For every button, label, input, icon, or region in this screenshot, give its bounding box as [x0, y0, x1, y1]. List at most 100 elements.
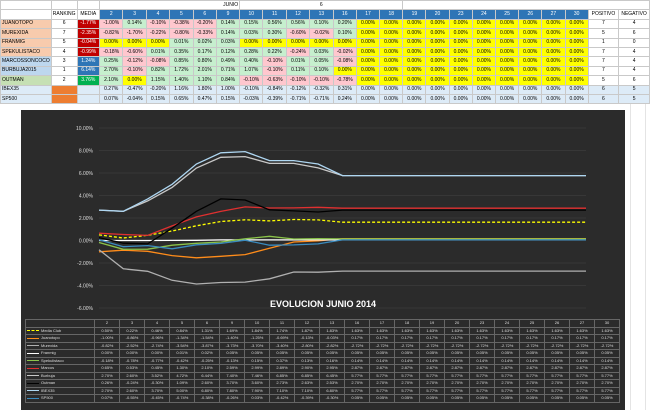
daily-return-cell[interactable]: 0.35% — [169, 46, 194, 58]
daily-return-cell[interactable]: 0.00% — [355, 56, 381, 67]
daily-return-cell[interactable]: -0.02% — [309, 28, 334, 39]
daily-return-cell[interactable]: -1.00% — [99, 18, 124, 30]
daily-return-cell[interactable]: 0.00% — [564, 37, 589, 48]
daily-return-cell[interactable]: 0.00% — [471, 56, 497, 67]
media-value[interactable]: -2.35% — [76, 28, 101, 39]
daily-return-cell[interactable]: 0.00% — [494, 18, 520, 30]
day-header[interactable]: 24 — [471, 9, 497, 20]
daily-return-cell[interactable]: 0.85% — [169, 56, 194, 67]
daily-return-cell[interactable]: 0.49% — [215, 56, 241, 67]
daily-return-cell[interactable]: 0.00% — [564, 75, 589, 86]
daily-return-cell[interactable]: 0.00% — [99, 37, 124, 48]
index-return-cell[interactable]: 0.47% — [192, 93, 217, 105]
daily-return-cell[interactable]: -0.80% — [169, 28, 194, 39]
rank-value[interactable]: 7 — [50, 28, 78, 39]
month-number[interactable]: 6 — [239, 0, 404, 11]
daily-return-cell[interactable]: 0.00% — [471, 65, 497, 77]
index-return-cell[interactable]: 0.15% — [215, 93, 241, 105]
rank-value[interactable]: 6 — [50, 18, 78, 30]
daily-return-cell[interactable]: 0.00% — [355, 46, 381, 58]
day-header[interactable]: 23 — [448, 9, 473, 20]
media-value[interactable]: -1.77% — [76, 18, 101, 30]
daily-return-cell[interactable]: 0.01% — [285, 56, 311, 67]
index-return-cell[interactable]: 0.07% — [99, 93, 124, 105]
daily-return-cell[interactable]: -0.10% — [239, 75, 264, 86]
day-header[interactable]: 16 — [332, 9, 357, 20]
day-header[interactable]: 17 — [355, 9, 381, 20]
daily-return-cell[interactable]: -0.10% — [122, 65, 147, 77]
daily-return-cell[interactable]: 0.00% — [355, 65, 381, 77]
daily-return-cell[interactable]: 0.00% — [379, 18, 404, 30]
index-return-cell[interactable]: 0.15% — [145, 93, 171, 105]
negative-count[interactable]: 5 — [618, 93, 650, 105]
negative-count[interactable]: 4 — [618, 56, 650, 67]
media-value[interactable]: -0.99% — [76, 46, 101, 58]
daily-return-cell[interactable]: 0.22% — [262, 46, 287, 58]
daily-return-cell[interactable]: 0.00% — [239, 37, 264, 48]
participant-name[interactable]: BURBUJA2015 — [0, 65, 52, 77]
daily-return-cell[interactable]: 0.05% — [309, 56, 334, 67]
daily-return-cell[interactable]: 0.02% — [192, 37, 217, 48]
daily-return-cell[interactable]: -1.70% — [122, 28, 147, 39]
daily-return-cell[interactable]: 0.00% — [425, 37, 450, 48]
index-return-cell[interactable]: 0.00% — [518, 84, 543, 95]
daily-return-cell[interactable]: 1.72% — [169, 65, 194, 77]
positive-count[interactable]: 5 — [587, 75, 620, 86]
day-header[interactable]: 9 — [215, 9, 241, 20]
daily-return-cell[interactable]: 0.00% — [518, 37, 543, 48]
index-return-cell[interactable]: -0.10% — [239, 84, 264, 95]
daily-return-cell[interactable]: -0.20% — [192, 18, 217, 30]
cell[interactable] — [402, 0, 650, 11]
daily-return-cell[interactable]: 0.00% — [332, 37, 357, 48]
daily-return-cell[interactable]: 0.00% — [332, 65, 357, 77]
daily-return-cell[interactable]: 0.03% — [239, 28, 264, 39]
daily-return-cell[interactable]: 0.00% — [494, 28, 520, 39]
daily-return-cell[interactable]: 0.28% — [239, 46, 264, 58]
daily-return-cell[interactable]: 0.00% — [402, 46, 427, 58]
positive-count[interactable]: 5 — [587, 28, 620, 39]
daily-return-cell[interactable]: 0.00% — [448, 37, 473, 48]
daily-return-cell[interactable]: -0.60% — [285, 28, 311, 39]
daily-return-cell[interactable]: 0.14% — [122, 18, 147, 30]
daily-return-cell[interactable]: -0.18% — [99, 46, 124, 58]
daily-return-cell[interactable]: 0.00% — [518, 18, 543, 30]
daily-return-cell[interactable]: 0.10% — [309, 18, 334, 30]
daily-return-cell[interactable]: 0.00% — [448, 65, 473, 77]
daily-return-cell[interactable]: 0.14% — [215, 28, 241, 39]
index-return-cell[interactable]: 0.00% — [494, 84, 520, 95]
day-header[interactable]: 10 — [239, 9, 264, 20]
daily-return-cell[interactable]: 0.00% — [541, 75, 566, 86]
index-return-cell[interactable]: 1.00% — [215, 84, 241, 95]
index-return-cell[interactable]: 0.00% — [564, 84, 589, 95]
daily-return-cell[interactable]: 0.00% — [564, 65, 589, 77]
daily-return-cell[interactable]: 0.10% — [332, 28, 357, 39]
daily-return-cell[interactable]: 0.00% — [541, 28, 566, 39]
daily-return-cell[interactable]: -0.10% — [309, 75, 334, 86]
daily-return-cell[interactable]: -0.82% — [99, 28, 124, 39]
daily-return-cell[interactable]: -0.02% — [332, 46, 357, 58]
negative-count[interactable]: 4 — [618, 65, 650, 77]
day-header[interactable]: 11 — [262, 9, 287, 20]
index-name[interactable]: IBEX35 — [0, 84, 52, 95]
daily-return-cell[interactable]: 0.30% — [262, 28, 287, 39]
index-name[interactable]: SP500 — [0, 93, 52, 105]
rank-value[interactable]: 1 — [50, 65, 78, 77]
daily-return-cell[interactable]: 0.25% — [99, 56, 124, 67]
daily-return-cell[interactable]: 0.00% — [402, 75, 427, 86]
index-return-cell[interactable]: 0.00% — [494, 93, 520, 105]
index-return-cell[interactable]: 0.00% — [379, 84, 404, 95]
index-return-cell[interactable]: 0.00% — [448, 84, 473, 95]
media-value[interactable]: -0.04% — [76, 37, 101, 48]
daily-return-cell[interactable]: 0.00% — [122, 37, 147, 48]
index-media-cell[interactable] — [76, 84, 101, 95]
daily-return-cell[interactable]: 0.00% — [518, 28, 543, 39]
media-value[interactable]: 6.14% — [76, 65, 101, 77]
daily-return-cell[interactable]: 0.00% — [541, 37, 566, 48]
daily-return-cell[interactable]: 0.12% — [215, 46, 241, 58]
daily-return-cell[interactable]: 0.11% — [285, 65, 311, 77]
cell[interactable] — [0, 0, 52, 11]
daily-return-cell[interactable]: 0.00% — [379, 75, 404, 86]
positive-count[interactable]: 6 — [587, 84, 620, 95]
daily-return-cell[interactable]: -0.24% — [285, 46, 311, 58]
month-label[interactable]: JUNIO — [99, 0, 241, 11]
